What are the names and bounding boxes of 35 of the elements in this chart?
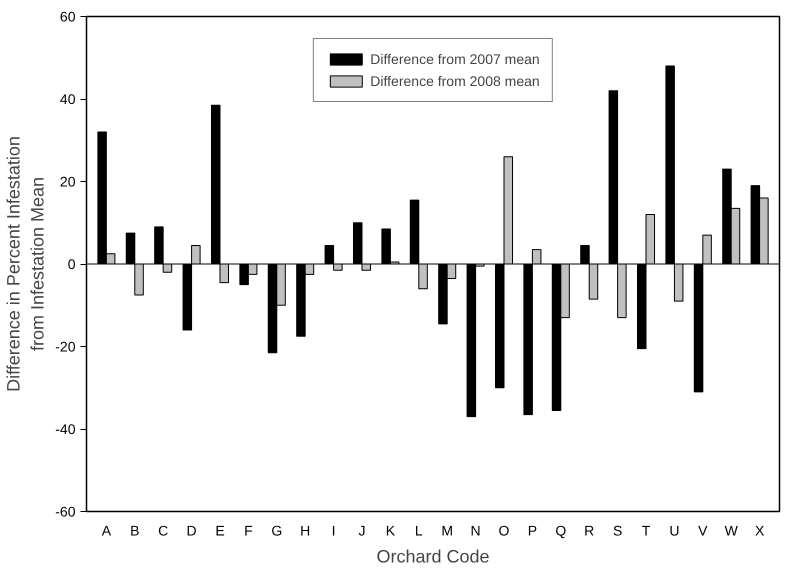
x-tick-label: B	[130, 522, 140, 538]
x-tick-label: S	[612, 522, 622, 538]
x-tick-label: M	[441, 522, 454, 538]
x-tick-label: U	[669, 522, 680, 538]
x-tick-label: P	[528, 522, 538, 538]
y-tick-label: -20	[55, 338, 76, 354]
x-tick-label: G	[271, 522, 282, 538]
y-tick-label: -60	[55, 504, 76, 520]
legend-label: Difference from 2007 mean	[370, 51, 540, 67]
x-tick-label: A	[102, 522, 112, 538]
y-axis-title: Difference in Percent Infestation from Infestation Mean	[3, 136, 48, 392]
x-tick-label: H	[300, 522, 310, 538]
x-tick-label: C	[158, 522, 168, 538]
x-tick-label: N	[470, 522, 481, 538]
x-tick-label: W	[724, 522, 739, 538]
x-tick-label: R	[584, 522, 594, 538]
y-tick-label: -40	[55, 421, 76, 437]
x-tick-label: T	[642, 522, 651, 538]
x-tick-label: D	[186, 522, 197, 538]
x-axis-title: Orchard Code	[376, 546, 490, 566]
x-tick-label: O	[498, 522, 510, 538]
y-tick-label: 20	[60, 174, 76, 190]
x-tick-label: X	[754, 522, 765, 538]
y-tick-label: 40	[60, 91, 76, 107]
y-tick-label: 0	[68, 256, 76, 272]
x-tick-label: F	[244, 522, 253, 538]
x-tick-label: I	[332, 522, 336, 538]
x-tick-label: Q	[555, 522, 566, 538]
legend-label: Difference from 2008 mean	[370, 73, 540, 89]
x-tick-label: J	[358, 522, 366, 538]
x-tick-label: E	[215, 522, 225, 538]
x-tick-label: L	[414, 522, 423, 538]
x-tick-label: V	[698, 522, 708, 538]
y-tick-label: 60	[60, 8, 76, 24]
x-tick-label: K	[386, 522, 396, 538]
